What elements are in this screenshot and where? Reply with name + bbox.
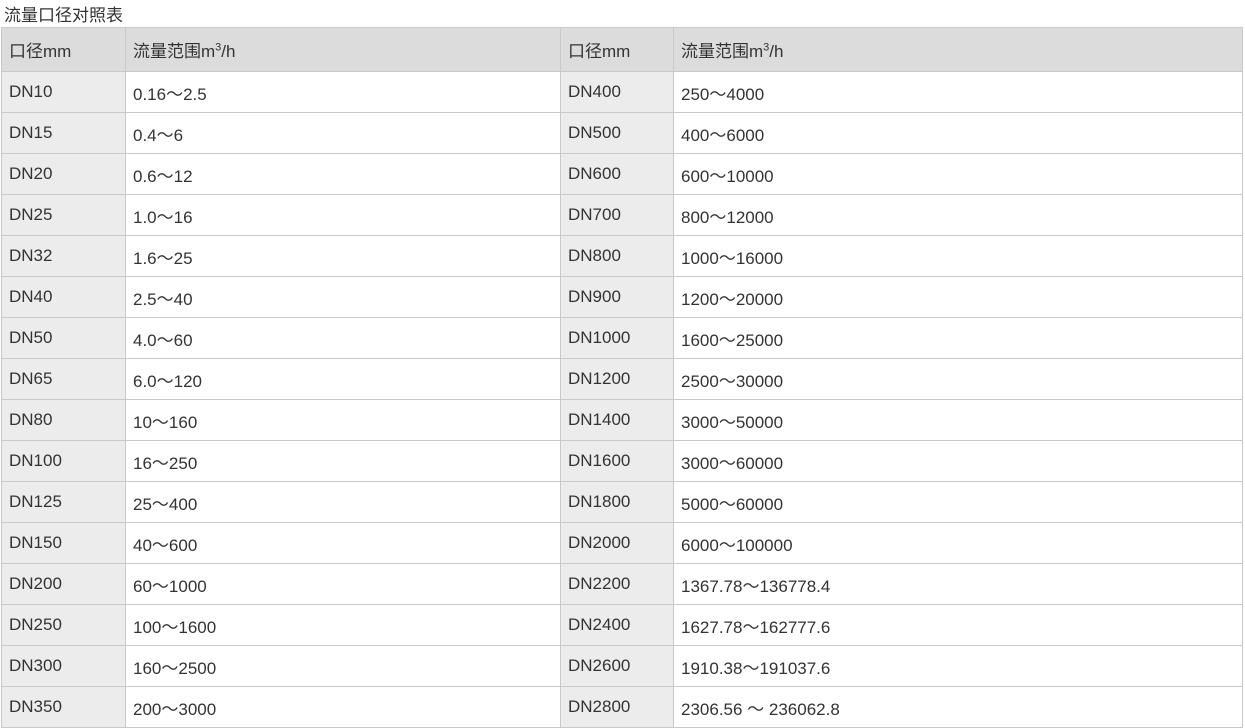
cell-range-left: 40～600 [125, 522, 561, 564]
cell-diameter-right: DN2800 [560, 686, 674, 728]
cell-diameter-right: DN1800 [560, 481, 674, 523]
cell-range-right: 3000～50000 [673, 399, 1243, 441]
cell-range-left: 200～3000 [125, 686, 561, 728]
cell-range-right: 250～4000 [673, 71, 1243, 113]
column-header-diameter-right: 口径mm [560, 27, 674, 72]
cell-range-right: 1627.78～162777.6 [673, 604, 1243, 646]
table-row: DN40 2.5～40 DN900 1200～20000 [1, 276, 1243, 318]
cell-range-right: 1000～16000 [673, 235, 1243, 277]
cell-diameter-right: DN1400 [560, 399, 674, 441]
cell-range-right: 3000～60000 [673, 440, 1243, 482]
cell-range-right: 2500～30000 [673, 358, 1243, 400]
column-header-diameter-left: 口径mm [1, 27, 126, 72]
cell-diameter-right: DN2000 [560, 522, 674, 564]
table-row: DN250 100～1600 DN2400 1627.78～162777.6 [1, 604, 1243, 646]
cell-range-left: 1.6～25 [125, 235, 561, 277]
cell-diameter-right: DN700 [560, 194, 674, 236]
cell-diameter-left: DN32 [1, 235, 126, 277]
table-row: DN200 60～1000 DN2200 1367.78～136778.4 [1, 563, 1243, 605]
table-row: DN10 0.16～2.5 DN400 250～4000 [1, 71, 1243, 113]
cell-range-left: 10～160 [125, 399, 561, 441]
cell-diameter-right: DN2400 [560, 604, 674, 646]
cell-diameter-left: DN250 [1, 604, 126, 646]
table-row: DN32 1.6～25 DN800 1000～16000 [1, 235, 1243, 277]
cell-diameter-right: DN600 [560, 153, 674, 195]
table-row: DN15 0.4～6 DN500 400～6000 [1, 112, 1243, 154]
cell-diameter-right: DN900 [560, 276, 674, 318]
table-body: DN10 0.16～2.5 DN400 250～4000 DN15 0.4～6 DN500 4… [1, 71, 1243, 728]
column-header-range-right: 流量范围m3/h [673, 27, 1243, 72]
table-row: DN50 4.0～60 DN1000 1600～25000 [1, 317, 1243, 359]
cell-range-right: 400～6000 [673, 112, 1243, 154]
table-row: DN25 1.0～16 DN700 800～12000 [1, 194, 1243, 236]
cell-range-left: 4.0～60 [125, 317, 561, 359]
cell-diameter-right: DN800 [560, 235, 674, 277]
cell-range-right: 5000～60000 [673, 481, 1243, 523]
cell-diameter-right: DN1600 [560, 440, 674, 482]
table-row: DN150 40～600 DN2000 6000～100000 [1, 522, 1243, 564]
cell-diameter-right: DN400 [560, 71, 674, 113]
cell-diameter-right: DN500 [560, 112, 674, 154]
cell-range-left: 160～2500 [125, 645, 561, 687]
superscript-three: 3 [763, 41, 770, 54]
cell-range-left: 25～400 [125, 481, 561, 523]
cell-range-left: 1.0～16 [125, 194, 561, 236]
cell-diameter-left: DN350 [1, 686, 126, 728]
cell-diameter-left: DN125 [1, 481, 126, 523]
cell-range-right: 600～10000 [673, 153, 1243, 195]
cell-diameter-left: DN65 [1, 358, 126, 400]
table-row: DN300 160～2500 DN2600 1910.38～191037.6 [1, 645, 1243, 687]
cell-diameter-left: DN50 [1, 317, 126, 359]
cell-range-left: 0.6～12 [125, 153, 561, 195]
table-row: DN65 6.0～120 DN1200 2500～30000 [1, 358, 1243, 400]
table-row: DN350 200～3000 DN2800 2306.56 ～ 236062.8 [1, 686, 1243, 728]
cell-range-right: 1600～25000 [673, 317, 1243, 359]
table-header: 口径mm 流量范围m3/h 口径mm 流量范围m3/h [1, 27, 1243, 72]
page-title: 流量口径对照表 [4, 6, 123, 25]
superscript-three: 3 [215, 41, 222, 54]
cell-range-right: 800～12000 [673, 194, 1243, 236]
cell-range-left: 6.0～120 [125, 358, 561, 400]
table-row: DN125 25～400 DN1800 5000～60000 [1, 481, 1243, 523]
header-row: 口径mm 流量范围m3/h 口径mm 流量范围m3/h [1, 27, 1243, 72]
cell-diameter-left: DN40 [1, 276, 126, 318]
cell-range-left: 0.4～6 [125, 112, 561, 154]
cell-diameter-left: DN300 [1, 645, 126, 687]
cell-diameter-left: DN150 [1, 522, 126, 564]
cell-range-left: 100～1600 [125, 604, 561, 646]
cell-diameter-left: DN15 [1, 112, 126, 154]
cell-diameter-left: DN20 [1, 153, 126, 195]
cell-range-right: 1200～20000 [673, 276, 1243, 318]
cell-diameter-right: DN1200 [560, 358, 674, 400]
cell-range-right: 1367.78～136778.4 [673, 563, 1243, 605]
cell-diameter-right: DN2600 [560, 645, 674, 687]
cell-range-right: 2306.56 ～ 236062.8 [673, 686, 1243, 728]
cell-range-left: 16～250 [125, 440, 561, 482]
cell-diameter-left: DN80 [1, 399, 126, 441]
cell-diameter-left: DN10 [1, 71, 126, 113]
column-header-range-left: 流量范围m3/h [125, 27, 561, 72]
table-row: DN20 0.6～12 DN600 600～10000 [1, 153, 1243, 195]
cell-diameter-right: DN2200 [560, 563, 674, 605]
cell-range-left: 2.5～40 [125, 276, 561, 318]
table-row: DN80 10～160 DN1400 3000～50000 [1, 399, 1243, 441]
cell-diameter-left: DN100 [1, 440, 126, 482]
cell-range-left: 60～1000 [125, 563, 561, 605]
cell-range-right: 6000～100000 [673, 522, 1243, 564]
cell-diameter-right: DN1000 [560, 317, 674, 359]
cell-diameter-left: DN25 [1, 194, 126, 236]
cell-range-left: 0.16～2.5 [125, 71, 561, 113]
flow-diameter-table: 口径mm 流量范围m3/h 口径mm 流量范围m3/h DN10 0.16～2.5… [1, 27, 1243, 728]
cell-diameter-left: DN200 [1, 563, 126, 605]
table-row: DN100 16～250 DN1600 3000～60000 [1, 440, 1243, 482]
cell-range-right: 1910.38～191037.6 [673, 645, 1243, 687]
